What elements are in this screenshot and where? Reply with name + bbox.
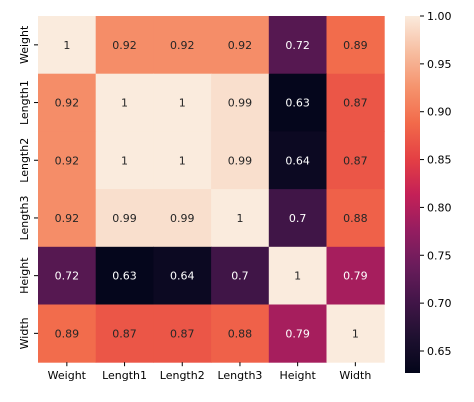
- cell-label: 0.63: [285, 97, 310, 110]
- heatmap-cell: [38, 304, 97, 363]
- cell-label: 1: [236, 212, 243, 225]
- y-tick-label: Width: [18, 317, 31, 349]
- colorbar-tick-label: 1.00: [427, 10, 452, 23]
- cell-label: 0.72: [55, 270, 80, 283]
- x-axis: Weight Length1 Length2 Length3 Height Width: [48, 362, 371, 382]
- heatmap-cell: [38, 16, 97, 75]
- cell-label: 0.99: [228, 154, 253, 167]
- heatmap-cell: [211, 246, 270, 305]
- y-tick-label: Weight: [18, 25, 31, 64]
- heatmap-cell: [153, 304, 212, 363]
- heatmap-cell: [153, 16, 212, 75]
- colorbar-tick-label: 0.65: [427, 345, 452, 358]
- x-tick-label: Length1: [102, 369, 147, 382]
- y-tick-label: Length1: [18, 80, 31, 125]
- cell-label: 0.87: [170, 327, 195, 340]
- x-tick-label: Length3: [217, 369, 262, 382]
- heatmap-cell: [268, 189, 327, 248]
- cell-label: 1: [294, 270, 301, 283]
- cell-label: 0.92: [55, 212, 80, 225]
- heatmap-cell: [268, 73, 327, 132]
- cell-label: 0.92: [55, 97, 80, 110]
- heatmap-cell: [326, 246, 385, 305]
- heatmap-cell: [211, 73, 270, 132]
- heatmap-cell: [268, 131, 327, 190]
- colorbar-gradient: [405, 16, 420, 373]
- heatmap-cell: [326, 131, 385, 190]
- cell-label: 0.79: [343, 270, 368, 283]
- cell-label: 0.79: [285, 327, 310, 340]
- cell-label: 0.92: [228, 39, 253, 52]
- heatmap-cell: [95, 304, 154, 363]
- x-tick-label: Weight: [48, 369, 87, 382]
- cell-label: 0.7: [289, 212, 307, 225]
- heatmap-cell: [38, 73, 97, 132]
- heatmap-cell: [211, 16, 270, 75]
- cell-label: 0.89: [343, 39, 368, 52]
- colorbar-tick-label: 0.70: [427, 297, 452, 310]
- heatmap-cell: [153, 189, 212, 248]
- heatmap-cell: [153, 246, 212, 305]
- heatmap-cell: [153, 131, 212, 190]
- cell-label: 0.92: [170, 39, 195, 52]
- heatmap-cell: [38, 131, 97, 190]
- cell-label: 0.92: [55, 154, 80, 167]
- cell-label: 0.89: [55, 327, 80, 340]
- heatmap-cell: [95, 16, 154, 75]
- heatmap-cell: [326, 73, 385, 132]
- heatmap-cell: [326, 16, 385, 75]
- heatmap-cell: [268, 304, 327, 363]
- cell-label: 0.64: [170, 270, 195, 283]
- colorbar-tick-label: 0.85: [427, 154, 452, 167]
- heatmap-cell: [211, 189, 270, 248]
- heatmap-cell: [326, 304, 385, 363]
- heatmap-cell: [95, 246, 154, 305]
- heatmap-cell: [153, 73, 212, 132]
- colorbar-ticks: 0.65 0.70 0.75 0.80 0.85 0.90 0.95 1.00: [420, 10, 452, 358]
- cell-label: 1: [352, 327, 359, 340]
- heatmap-cell: [38, 246, 97, 305]
- y-axis: Weight Length1 Length2 Length3 Height Width: [18, 25, 38, 349]
- x-tick-label: Length2: [160, 369, 205, 382]
- colorbar-tick-label: 0.90: [427, 106, 452, 119]
- colorbar-tick-label: 0.75: [427, 249, 452, 262]
- heatmap-cells: 1 0.92 0.92 0.92 0.72 0.89 0.92 1 1 0.99 0.63 0.87 0…: [38, 16, 385, 363]
- heatmap-cell: [326, 189, 385, 248]
- cell-label: 0.99: [228, 97, 253, 110]
- cell-label: 0.87: [112, 327, 137, 340]
- heatmap-cell: [95, 73, 154, 132]
- cell-label: 0.63: [112, 270, 137, 283]
- heatmap-cell: [95, 189, 154, 248]
- cell-label: 0.99: [170, 212, 195, 225]
- colorbar-tick-label: 0.80: [427, 201, 452, 214]
- cell-label: 0.88: [228, 327, 253, 340]
- y-tick-label: Length2: [18, 138, 31, 183]
- x-tick-label: Height: [279, 369, 316, 382]
- heatmap-cell: [38, 189, 97, 248]
- heatmap-cell: [211, 131, 270, 190]
- cell-label: 0.64: [285, 154, 310, 167]
- y-tick-label: Length3: [18, 195, 31, 240]
- colorbar-tick-label: 0.95: [427, 58, 452, 71]
- y-tick-label: Height: [18, 257, 31, 294]
- cell-label: 0.7: [231, 270, 249, 283]
- cell-label: 0.87: [343, 97, 368, 110]
- cell-label: 1: [63, 39, 70, 52]
- heatmap-cell: [95, 131, 154, 190]
- x-tick-label: Width: [339, 369, 371, 382]
- cell-label: 0.88: [343, 212, 368, 225]
- cell-label: 1: [121, 154, 128, 167]
- cell-label: 0.92: [112, 39, 137, 52]
- heatmap-cell: [268, 246, 327, 305]
- cell-label: 1: [179, 154, 186, 167]
- colorbar: 0.65 0.70 0.75 0.80 0.85 0.90 0.95 1.00: [405, 10, 452, 373]
- cell-label: 0.72: [285, 39, 310, 52]
- cell-label: 1: [121, 97, 128, 110]
- cell-label: 0.87: [343, 154, 368, 167]
- heatmap-cell: [211, 304, 270, 363]
- heatmap-cell: [268, 16, 327, 75]
- cell-label: 0.99: [112, 212, 137, 225]
- cell-label: 1: [179, 97, 186, 110]
